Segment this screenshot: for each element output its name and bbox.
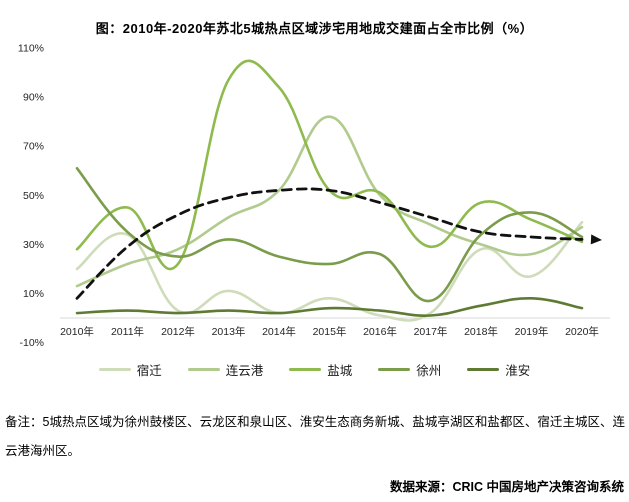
legend-swatch-lianyungang bbox=[187, 367, 220, 372]
series-suqian-line bbox=[75, 220, 584, 322]
legend-swatch-xuzhou bbox=[378, 367, 411, 372]
x-axis-tick: 2017年 bbox=[414, 325, 448, 338]
y-axis-tick: 10% bbox=[23, 288, 44, 300]
legend-swatch-suqian bbox=[98, 367, 131, 372]
legend-item-suqian: 宿迁 bbox=[98, 360, 162, 379]
line-chart: 110% 90% 70% 50% 30% 10% -10% 2010年 2011年 2012年 20… bbox=[18, 43, 610, 349]
legend-item-yancheng: 盐城 bbox=[289, 360, 352, 379]
legend-label-yancheng: 盐城 bbox=[327, 364, 353, 378]
legend-swatch-yancheng bbox=[289, 367, 322, 372]
x-axis-tick: 2020年 bbox=[565, 325, 599, 338]
y-axis-tick: 30% bbox=[23, 239, 44, 251]
series-xuzhou-line bbox=[75, 166, 584, 303]
x-axis-tick: 2010年 bbox=[60, 325, 94, 338]
legend-label-suqian: 宿迁 bbox=[136, 364, 162, 378]
x-axis-tick: 2016年 bbox=[363, 325, 397, 338]
trend-arrowhead-icon bbox=[590, 234, 602, 245]
y-axis-tick: 50% bbox=[23, 190, 44, 202]
legend-label-lianyungang: 连云港 bbox=[225, 364, 264, 378]
series-huaian-line bbox=[75, 297, 584, 317]
legend-label-xuzhou: 徐州 bbox=[416, 364, 442, 378]
y-axis-tick: -10% bbox=[19, 337, 44, 349]
data-source: 数据来源：CRIC 中国房地产决策咨询系统 bbox=[389, 480, 624, 494]
y-axis-tick: 70% bbox=[23, 141, 44, 153]
x-axis-tick: 2011年 bbox=[111, 325, 144, 338]
x-axis-tick: 2018年 bbox=[464, 325, 498, 338]
legend-item-xuzhou: 徐州 bbox=[378, 360, 441, 379]
footnote: 备注：5城热点区域为徐州鼓楼区、云龙区和泉山区、淮安生态商务新城、盐城亭湖区和盐… bbox=[5, 415, 625, 458]
legend-item-lianyungang: 连云港 bbox=[187, 360, 264, 379]
chart-title: 图：2010年-2020年苏北5城热点区域涉宅用地成交建面占全市比例（%） bbox=[95, 21, 534, 36]
series-yancheng-line bbox=[75, 59, 584, 271]
x-axis-tick: 2015年 bbox=[313, 325, 347, 338]
chart-legend: 宿迁 连云港 盐城 徐州 淮安 bbox=[0, 360, 629, 379]
series-lianyungang-line bbox=[75, 115, 584, 288]
x-axis-tick: 2019年 bbox=[515, 325, 549, 338]
x-axis-tick: 2014年 bbox=[262, 325, 296, 338]
y-axis-tick: 90% bbox=[23, 92, 44, 104]
series-trend-line bbox=[75, 187, 584, 300]
x-axis-tick: 2012年 bbox=[161, 325, 195, 338]
legend-item-huaian: 淮安 bbox=[467, 360, 530, 379]
y-axis-tick: 110% bbox=[18, 43, 44, 55]
x-axis-tick: 2013年 bbox=[212, 325, 246, 338]
legend-label-huaian: 淮安 bbox=[505, 364, 531, 378]
legend-swatch-huaian bbox=[467, 367, 500, 372]
